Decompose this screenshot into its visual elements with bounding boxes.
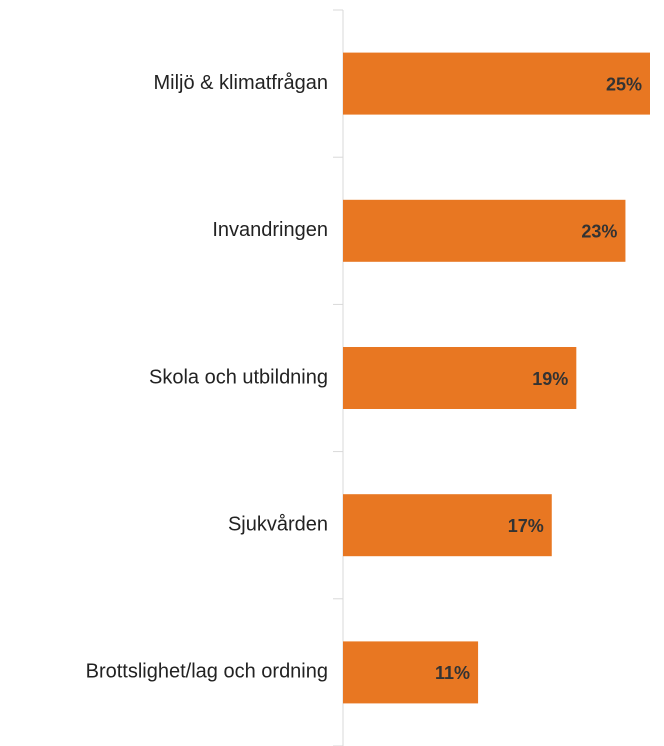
bar bbox=[343, 199, 626, 262]
y-tick-label: Invandringen bbox=[212, 219, 328, 241]
data-label: 19% bbox=[532, 369, 568, 389]
bar bbox=[343, 641, 479, 704]
data-label: 25% bbox=[606, 74, 642, 94]
bar bbox=[343, 494, 552, 557]
y-tick-label: Sjukvården bbox=[228, 513, 328, 535]
bar bbox=[343, 347, 577, 409]
data-label: 17% bbox=[508, 516, 544, 536]
data-label: 23% bbox=[581, 222, 617, 242]
y-tick-label: Miljö & klimatfrågan bbox=[153, 72, 328, 94]
y-tick-label: Brottslighet/lag och ordning bbox=[86, 661, 328, 683]
data-label: 11% bbox=[435, 663, 470, 683]
y-tick-label: Skola och utbildning bbox=[149, 366, 328, 388]
bar bbox=[343, 52, 650, 115]
